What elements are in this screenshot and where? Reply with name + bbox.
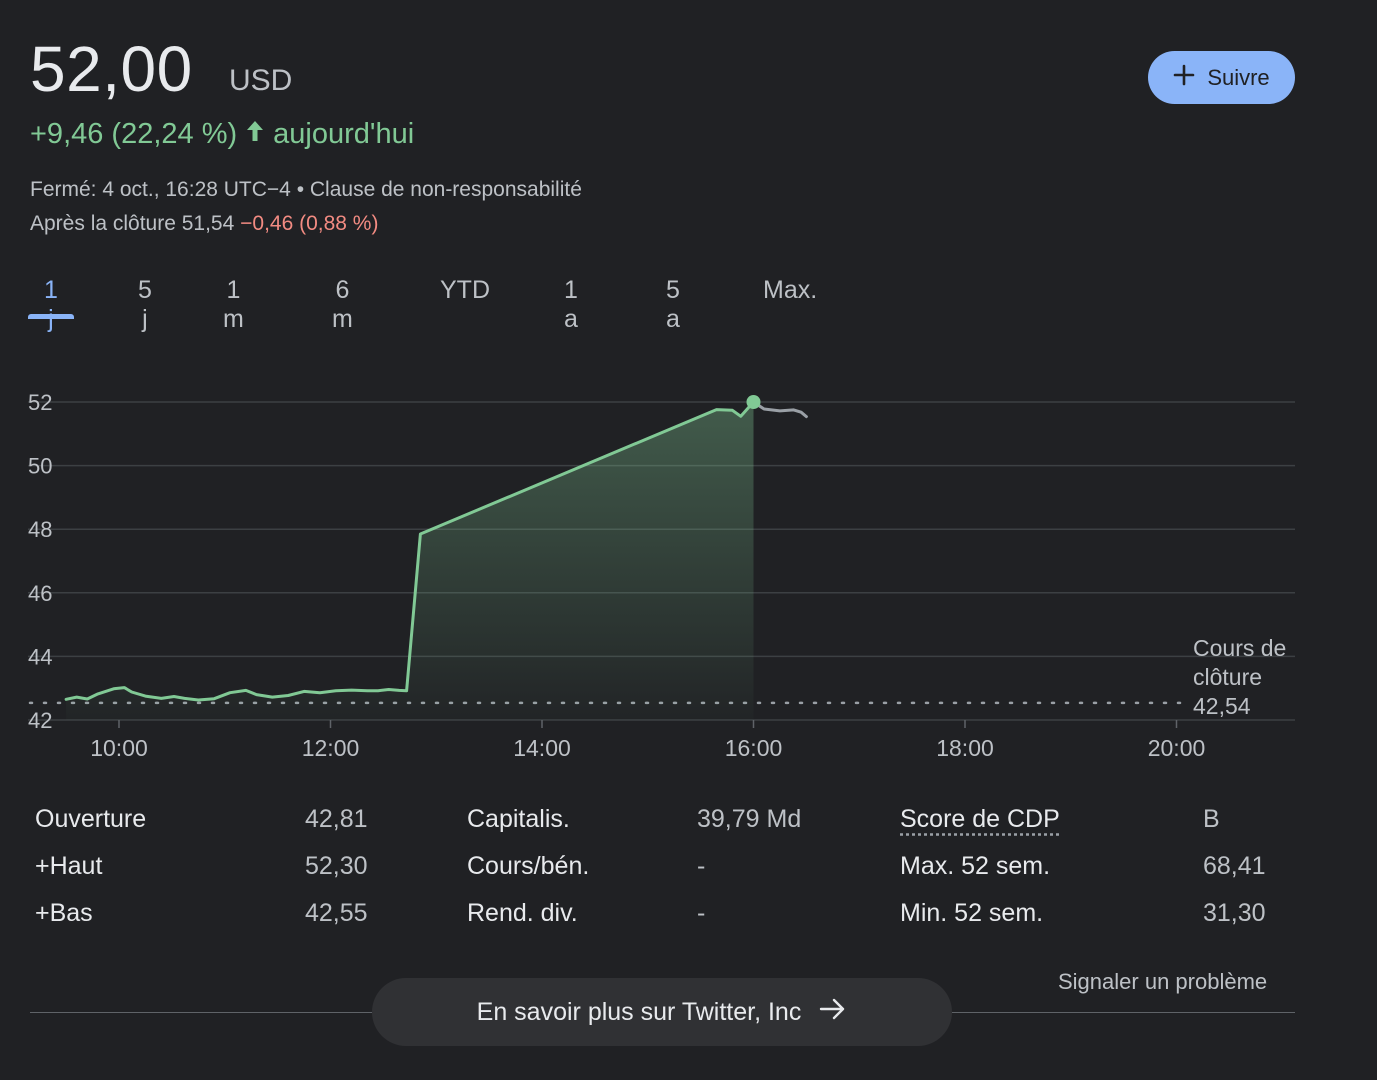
tab-1-year[interactable]: 1 a: [564, 276, 578, 333]
arrow-right-icon: [819, 997, 847, 1028]
x-tick-label-18:00: 18:00: [936, 735, 994, 761]
y-tick-label-44: 44: [28, 644, 52, 669]
stat-value-cdp-score: B: [1203, 805, 1220, 833]
stat-value-high: 52,30: [305, 852, 368, 880]
x-tick-label-20:00: 20:00: [1148, 735, 1206, 761]
price-line: [64, 400, 755, 702]
divider-right: [952, 1012, 1295, 1013]
stat-value-open: 42,81: [305, 805, 368, 833]
stock-price: 52,00: [30, 33, 193, 105]
currency-label: USD: [229, 64, 293, 97]
plus-icon: [1173, 64, 1195, 92]
y-tick-label-52: 52: [28, 390, 52, 415]
x-tick-label-14:00: 14:00: [513, 735, 571, 761]
x-tick-label-16:00: 16:00: [725, 735, 783, 761]
divider-left: [30, 1012, 372, 1013]
stat-value-dividend-yield: -: [697, 899, 706, 927]
cdp-score-link[interactable]: Score de CDP: [900, 805, 1060, 833]
stat-label-market-cap: Capitalis.: [467, 805, 570, 833]
stat-label-high: +Haut: [35, 852, 103, 880]
y-tick-label-46: 46: [28, 581, 52, 606]
stat-value-52w-low: 31,30: [1203, 899, 1266, 927]
stat-value-low: 42,55: [305, 899, 368, 927]
previous-close-label: Cours de: [1193, 635, 1286, 661]
tab-1-month[interactable]: 1 m: [223, 276, 244, 333]
stat-label-low: +Bas: [35, 899, 93, 927]
learn-more-label: En savoir plus sur Twitter, Inc: [476, 997, 802, 1026]
tab-5-days[interactable]: 5 j: [138, 276, 152, 333]
follow-button-label: Suivre: [1207, 64, 1270, 90]
market-closed-info[interactable]: Fermé: 4 oct., 16:28 UTC−4 • Clause de n…: [30, 178, 582, 201]
x-tick-label-12:00: 12:00: [302, 735, 360, 761]
follow-button[interactable]: Suivre: [1148, 51, 1295, 104]
after-hours-line: [752, 400, 808, 419]
stat-value-market-cap: 39,79 Md: [697, 805, 802, 833]
y-tick-label-48: 48: [28, 517, 52, 542]
after-hours-info: Après la clôture 51,54 −0,46 (0,88 %): [30, 212, 378, 236]
previous-close-value: 42,54: [1193, 693, 1251, 719]
learn-more-button[interactable]: En savoir plus sur Twitter, Inc: [372, 978, 952, 1046]
price-change-period: aujourd'hui: [273, 118, 415, 150]
stat-value-52w-high: 68,41: [1203, 852, 1266, 880]
after-hours-change: −0,46 (0,88 %): [240, 212, 379, 235]
stat-label-dividend-yield: Rend. div.: [467, 899, 578, 927]
price-area-fill: [66, 402, 754, 720]
price-change: +9,46 (22,24 %) aujourd'hui: [30, 118, 414, 151]
price-change-value: +9,46 (22,24 %): [30, 118, 238, 150]
tab-ytd[interactable]: YTD: [440, 276, 490, 304]
after-hours-price: Après la clôture 51,54: [30, 212, 235, 235]
price-chart[interactable]: 42 44 46 48 50 52 10:00 12:00 14:00 16:00 18:00 20:…: [0, 360, 1377, 780]
tab-max[interactable]: Max.: [763, 276, 818, 304]
tab-1-day[interactable]: 1 j: [44, 276, 58, 333]
market-close-point: [746, 395, 761, 409]
stat-label-52w-low: Min. 52 sem.: [900, 899, 1044, 927]
stat-label-open: Ouverture: [35, 805, 147, 833]
report-problem-link[interactable]: Signaler un problème: [1058, 969, 1268, 994]
arrow-up-icon: [245, 118, 265, 151]
stat-label-52w-high: Max. 52 sem.: [900, 852, 1051, 880]
stat-label-pe-ratio: Cours/bén.: [467, 852, 590, 880]
tab-6-months[interactable]: 6 m: [332, 276, 353, 333]
previous-close-label-line2: clôture: [1193, 664, 1262, 690]
stat-value-pe-ratio: -: [697, 852, 706, 880]
x-tick-label-10:00: 10:00: [90, 735, 148, 761]
y-tick-label-50: 50: [28, 454, 52, 479]
active-tab-indicator: [28, 314, 74, 319]
y-tick-label-42: 42: [28, 708, 52, 733]
tab-5-years[interactable]: 5 a: [666, 276, 680, 333]
